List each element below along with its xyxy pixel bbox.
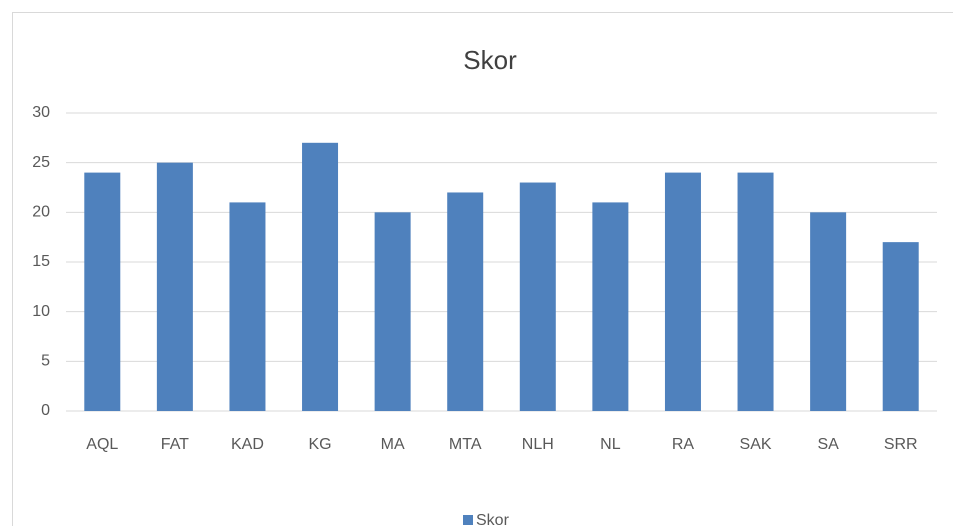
bar — [302, 143, 338, 411]
y-tick-label: 15 — [32, 253, 50, 270]
bar — [665, 173, 701, 411]
x-tick-label: KG — [308, 436, 331, 453]
x-tick-label: SA — [817, 436, 839, 453]
y-tick-label: 20 — [32, 204, 50, 221]
chart-title: Skor — [463, 45, 517, 75]
x-tick-label: NLH — [522, 436, 554, 453]
x-tick-label: AQL — [86, 436, 118, 453]
bar — [883, 242, 919, 411]
legend-label: Skor — [476, 512, 510, 526]
bar — [229, 202, 265, 411]
y-tick-label: 25 — [32, 154, 50, 171]
x-tick-label: MA — [381, 436, 405, 453]
bar — [447, 192, 483, 411]
y-tick-label: 0 — [41, 402, 50, 419]
bar — [157, 163, 193, 411]
bar — [520, 183, 556, 411]
y-tick-label: 30 — [32, 104, 50, 121]
x-tick-label: KAD — [231, 436, 264, 453]
x-tick-label: SAK — [740, 436, 772, 453]
y-tick-label: 5 — [41, 353, 50, 370]
legend-swatch — [463, 515, 473, 525]
bar — [375, 212, 411, 411]
x-tick-label: RA — [672, 436, 695, 453]
x-tick-label: NL — [600, 436, 621, 453]
bar — [592, 202, 628, 411]
bar — [738, 173, 774, 411]
bar — [84, 173, 120, 411]
x-tick-label: SRR — [884, 436, 918, 453]
x-tick-label: MTA — [449, 436, 482, 453]
y-tick-label: 10 — [32, 303, 50, 320]
x-tick-label: FAT — [161, 436, 189, 453]
bar — [810, 212, 846, 411]
